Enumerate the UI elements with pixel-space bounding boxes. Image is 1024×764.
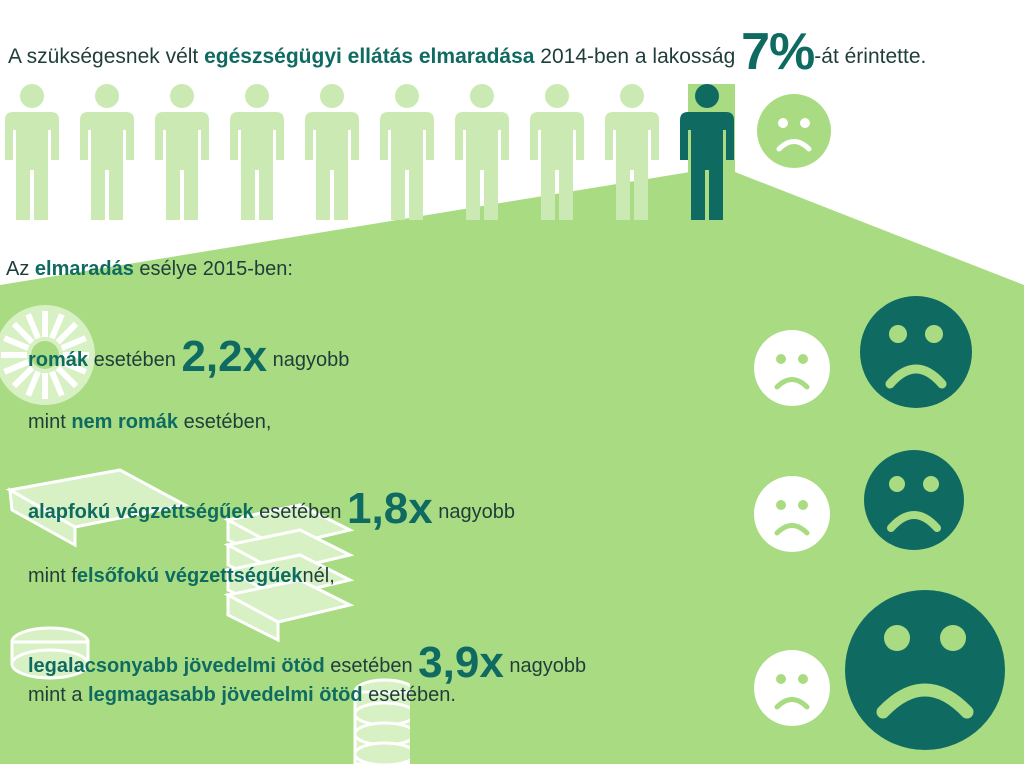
wheel-spoke — [25, 313, 41, 340]
person-icon — [5, 84, 59, 220]
item-2-cmp-bold: elsőfokú végzettségűek — [76, 565, 303, 587]
item-2-cmp-post: nél, — [302, 565, 335, 587]
item-3-group: legalacsonyabb jövedelmi ötöd — [28, 655, 325, 677]
wheel-spoke — [49, 313, 65, 340]
item-3-compare: mint a legmagasabb jövedelmi ötöd esetéb… — [28, 684, 456, 707]
wheel-spoke — [11, 365, 35, 389]
headline-text-end: -át érintette. — [814, 45, 927, 68]
people-pictogram — [5, 84, 734, 220]
headline-text-mid: 2014-ben a lakosság — [534, 45, 742, 68]
item-2-compare: mint felsőfokú végzettségűeknél, — [28, 565, 335, 588]
person-icon-highlighted — [680, 84, 734, 220]
person-icon — [605, 84, 659, 220]
sad-face-icon — [757, 94, 831, 168]
person-icon — [455, 84, 509, 220]
item-1-group: romák — [28, 349, 89, 371]
wheel-spoke — [11, 321, 35, 345]
item-2-value: 1,8x — [347, 484, 433, 533]
item-1-post: nagyobb — [267, 349, 350, 371]
headline-bold: egészségügyi ellátás elmaradása — [204, 45, 535, 68]
person-icon — [155, 84, 209, 220]
wheel-spoke — [3, 359, 30, 375]
item-3-post: nagyobb — [503, 655, 587, 677]
item-3-cmp-bold: legmagasabb jövedelmi ötöd — [88, 684, 363, 706]
books-icon — [5, 468, 355, 643]
section-subtitle: Az elmaradás esélye 2015-ben: — [6, 258, 293, 281]
wheel-spoke — [60, 335, 87, 351]
headline: A szükségesnek vélt egészségügyi ellátás… — [8, 22, 1018, 82]
item-1-cmp-bold: nem romák — [71, 411, 179, 433]
item-2-main: alapfokú végzettségűek esetében 1,8x nag… — [28, 484, 515, 534]
wheel-spoke — [55, 365, 79, 389]
subtitle-text-end: esélye 2015-ben: — [133, 258, 293, 280]
person-icon — [380, 84, 434, 220]
roma-wheel-icon — [0, 305, 95, 405]
item-1-value: 2,2x — [181, 332, 268, 381]
subtitle-bold: elmaradás — [34, 258, 134, 280]
wheel-spoke — [55, 321, 79, 345]
wheel-spoke — [25, 370, 41, 397]
sad-face-icon — [754, 650, 830, 726]
item-3-cmp-post: esetében. — [362, 684, 456, 706]
item-3-value: 3,9x — [418, 638, 504, 687]
person-icon — [530, 84, 584, 220]
large-sad-face-icon — [864, 450, 964, 550]
wheel-spoke — [60, 359, 87, 375]
item-3-text: esetében — [324, 655, 419, 677]
item-1-text: esetében — [88, 349, 182, 371]
headline-text: A szükségesnek vélt — [8, 45, 205, 68]
item-2-cmp-pre: mint f — [28, 565, 77, 587]
coins-icon — [10, 626, 410, 764]
item-2-post: nagyobb — [432, 501, 515, 523]
subtitle-text: Az — [6, 258, 35, 280]
item-3-main: legalacsonyabb jövedelmi ötöd esetében 3… — [28, 638, 586, 688]
headline-percent: 7% — [741, 23, 815, 81]
item-2-text: esetében — [253, 501, 348, 523]
item-1-cmp-post: esetében, — [178, 411, 272, 433]
item-2-group: alapfokú végzettségűek — [28, 501, 254, 523]
sad-face-icon — [754, 330, 830, 406]
person-icon — [305, 84, 359, 220]
person-icon — [230, 84, 284, 220]
large-sad-face-icon — [860, 296, 972, 408]
item-1-main: romák esetében 2,2x nagyobb — [28, 332, 349, 382]
wheel-spoke — [49, 370, 65, 397]
large-sad-face-icon — [845, 590, 1005, 750]
item-3-cmp-pre: mint a — [28, 684, 89, 706]
person-icon — [80, 84, 134, 220]
wheel-spoke — [3, 335, 30, 351]
sad-face-icon — [754, 476, 830, 552]
item-1-compare: mint nem romák esetében, — [28, 411, 271, 434]
item-1-cmp-pre: mint — [28, 411, 72, 433]
